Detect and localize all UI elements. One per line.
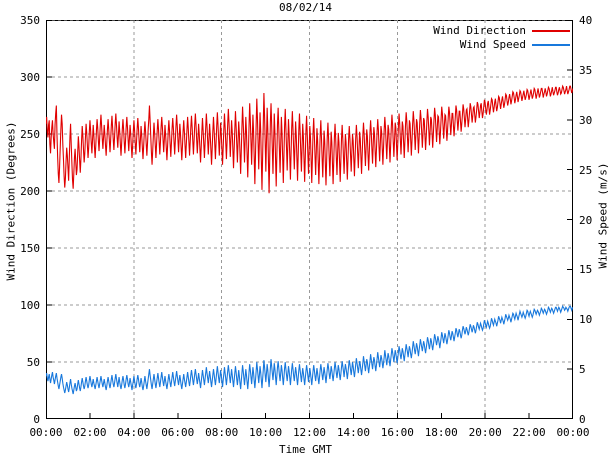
y-axis-left-tick-label: 50 [26, 356, 40, 369]
y-axis-right-tick-label: 10 [579, 313, 593, 327]
y-axis-left-tick-label: 100 [20, 299, 40, 312]
y-axis-right-tick-label: 5 [579, 363, 586, 377]
x-axis-tick-label: 02:00 [73, 426, 107, 439]
legend-label: Wind Speed [459, 38, 526, 51]
y-axis-left-tick-label: 150 [20, 242, 40, 255]
y-axis-left-tick-label: 200 [20, 185, 40, 198]
legend-item-wind-direction: Wind Direction [430, 24, 570, 38]
plot-canvas [46, 20, 573, 419]
legend-color-swatch [532, 30, 570, 32]
y-axis-right-tick-label: 15 [579, 263, 593, 277]
x-axis-tick-label: 20:00 [468, 426, 502, 439]
x-axis-tick-label: 22:00 [512, 426, 546, 439]
x-axis-tick-label: 06:00 [161, 426, 195, 439]
y-axis-right-tick-label: 25 [579, 163, 593, 177]
chart-legend: Wind Direction Wind Speed [430, 24, 570, 56]
y-axis-right-tick-label: 40 [579, 14, 593, 27]
y-axis-right-title: Wind Speed (m/s) [596, 162, 610, 269]
y-axis-left-tick-label: 300 [20, 71, 40, 84]
x-axis-title: Time GMT [279, 443, 332, 456]
x-axis-tick-label: 14:00 [336, 426, 370, 439]
legend-item-wind-speed: Wind Speed [430, 38, 570, 52]
y-axis-right-tick-label: 35 [579, 63, 593, 77]
y-axis-left-tick-label: 250 [20, 128, 40, 141]
y-axis-left-tick-label: 350 [20, 14, 40, 27]
x-axis-tick-label: 16:00 [380, 426, 414, 439]
y-axis-right-tick-label: 30 [579, 113, 593, 127]
y-axis-left-title: Wind Direction (Degrees) [4, 121, 18, 281]
x-axis-tick-label: 08:00 [205, 426, 239, 439]
legend-label: Wind Direction [433, 24, 526, 37]
legend-color-swatch [532, 44, 570, 46]
x-axis-tick-label: 12:00 [292, 426, 327, 439]
y-axis-right-tick-label: 0 [579, 413, 586, 426]
chart-title: 08/02/14 [279, 1, 332, 14]
x-axis-tick-label: 00:00 [556, 426, 590, 439]
y-axis-left-tick-label: 0 [33, 413, 40, 426]
x-axis-tick-label: 18:00 [424, 426, 458, 439]
x-axis-tick-label: 10:00 [249, 426, 283, 439]
y-axis-right-tick-label: 20 [579, 213, 593, 227]
x-axis-tick-label: 00:00 [29, 426, 63, 439]
x-axis-tick-label: 04:00 [117, 426, 151, 439]
